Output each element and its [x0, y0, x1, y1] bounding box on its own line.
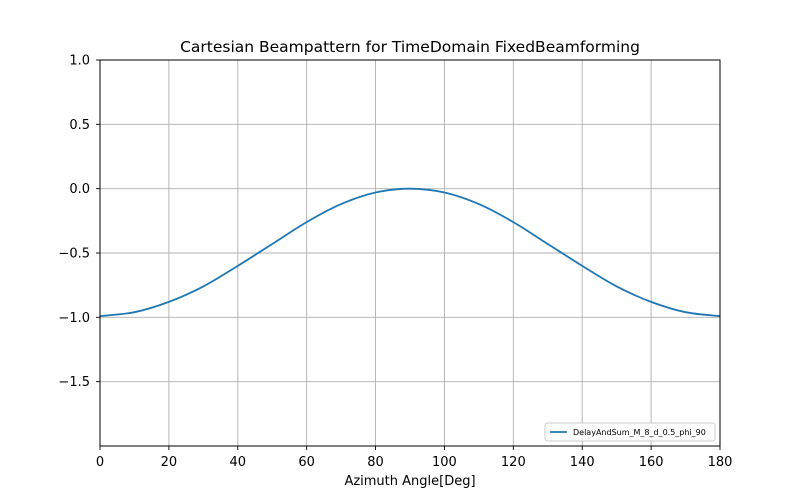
series-line	[99, 187, 721, 317]
x-tick-label: 60	[298, 455, 315, 470]
y-tick-label: −0.5	[58, 247, 90, 262]
x-axis-label: Azimuth Angle[Deg]	[344, 474, 475, 489]
x-tick-label: 100	[432, 455, 457, 470]
x-tick-label: 160	[639, 455, 664, 470]
y-tick-label: 0.5	[69, 118, 90, 133]
legend-label: DelayAndSum_M_8_d_0.5_phi_90	[573, 428, 706, 437]
y-tick-label: 1.0	[69, 54, 90, 69]
x-tick-label: 120	[501, 455, 526, 470]
legend: DelayAndSum_M_8_d_0.5_phi_90	[544, 422, 716, 442]
y-tick-label: 0.0	[69, 182, 90, 197]
x-tick-label: 40	[230, 455, 247, 470]
x-tick-label: 180	[708, 455, 733, 470]
x-tick-label: 20	[161, 455, 178, 470]
y-tick-label: −1.5	[58, 375, 90, 390]
y-axis: 1.0 0.5 0.0 −0.5 −1.0 −1.5	[58, 54, 100, 390]
legend-box	[544, 422, 716, 442]
x-tick-label: 140	[570, 455, 595, 470]
y-tick-label: −1.0	[58, 311, 90, 326]
x-axis: 0 20 40 60 80 100 120 140 160 180	[96, 446, 733, 470]
chart-title: Cartesian Beampattern for TimeDomain Fix…	[180, 38, 640, 56]
series-layer	[99, 187, 721, 317]
x-tick-label: 80	[367, 455, 384, 470]
x-tick-label: 0	[96, 455, 104, 470]
